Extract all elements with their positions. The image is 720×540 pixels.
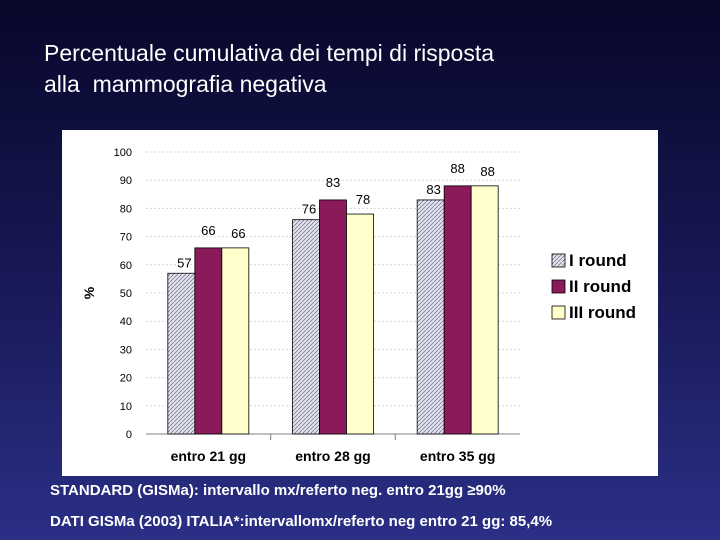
bar [416,199,445,435]
bar [470,185,499,435]
data-label: 66 [231,226,245,241]
bar [319,199,347,435]
x-tick-label: entro 21 gg [171,448,246,464]
legend-swatch [551,305,566,320]
y-tick-label: 30 [120,344,132,356]
y-tick-label: 40 [120,316,132,328]
legend-swatch [551,253,566,268]
bar-chart: 0 10 20 30 40 50 60 70 80 90 100% entro 21 gg entro … [81,147,636,464]
legend-label: II round [569,277,631,296]
bar [346,213,374,435]
data-label: 76 [302,202,316,217]
x-tick-label: entro 28 gg [295,448,370,464]
bar [167,272,196,435]
y-tick-label: 0 [126,429,132,441]
y-axis-label: % [81,286,97,299]
data-label: 88 [480,164,494,179]
slide-title-line-1: Percentuale cumulativa dei tempi di risp… [44,40,495,66]
bar [194,247,223,435]
legend-label: III round [569,303,636,322]
data-label: 78 [356,192,370,207]
data-label: 88 [450,161,464,176]
y-tick-label: 20 [120,373,132,385]
dati-note: DATI GISMa (2003) ITALIA*:intervallomx/r… [50,513,553,530]
y-tick-label: 100 [114,147,132,159]
data-label: 66 [201,223,215,238]
bar [221,247,250,435]
chart-panel: 0 10 20 30 40 50 60 70 80 90 100% entro 21 gg entro … [62,130,658,476]
data-label: 83 [326,175,340,190]
data-label: 57 [177,255,191,270]
y-tick-label: 90 [120,175,132,187]
y-tick-label: 10 [120,401,132,413]
data-label: 83 [426,182,440,197]
y-tick-label: 70 [120,232,132,244]
x-tick-label: entro 35 gg [420,448,495,464]
legend-swatch [551,279,566,294]
standard-note: STANDARD (GISMa): intervallo mx/referto … [50,482,506,499]
y-tick-label: 50 [120,288,132,300]
slide-title: Percentuale cumulativa dei tempi di risp… [44,38,684,100]
slide-title-line-2: alla mammografia negativa [44,71,327,97]
bar [443,185,472,435]
legend-label: I round [569,251,627,270]
bar [292,219,320,435]
y-tick-label: 80 [120,203,132,215]
y-tick-label: 60 [120,260,132,272]
